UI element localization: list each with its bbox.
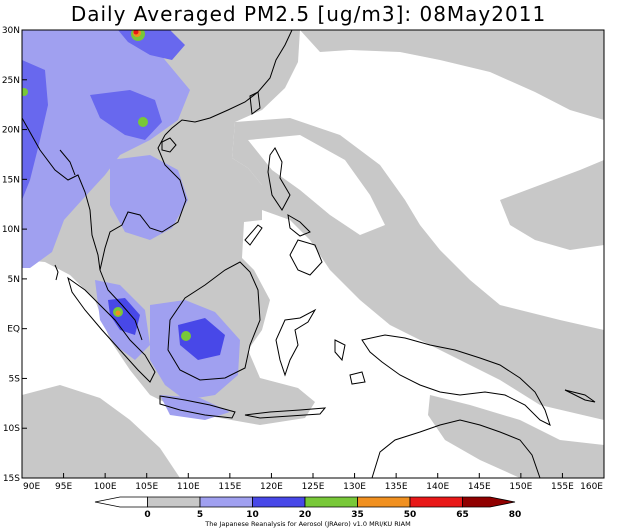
pm-hotspot-green-north [138,117,148,127]
pm-hotspot-orange-sumatra [115,310,121,316]
lat-tick-label: 30N [2,26,20,36]
lat-tick-label: 20N [2,126,20,136]
colorbar-label: 5 [197,510,203,520]
coastline-moluccas [334,339,366,385]
coastline-philippines-visayas [287,214,311,237]
coastline-philippines-mindanao [289,239,323,276]
coastline-sumatra [67,276,156,383]
lat-tick-label: 5S [9,374,21,384]
coastlines [22,30,596,478]
colorbar-segment [357,496,411,508]
lon-tick-label: 160E [580,482,603,492]
concentration-field [22,30,604,478]
pm-contour-20-35-northwest [22,60,48,200]
pm-contour-5-10-southwest [22,385,180,478]
pm-contour-20-35-sumatra [108,298,140,335]
coastline-bay [59,149,76,176]
coastline-taiwan [249,91,261,115]
colorbar: 0 5 10 20 35 50 65 80 [94,496,522,520]
lon-tick-label: 155E [551,482,574,492]
pm-contour-5-10-east [500,160,604,250]
coastline-solomons [564,389,596,403]
lon-tick-label: 90E [23,482,40,492]
lat-tick-label: EQ [7,325,20,335]
coastline-hainan [161,137,177,153]
lon-tick-label: 150E [509,482,532,492]
lon-tick-label: 140E [426,482,449,492]
colorbar-segment [199,496,253,508]
credit-text: The Japanese Reanalysis for Aerosol (JRA… [204,520,410,528]
coastline-sulawesi [275,308,317,377]
coastline-burma [22,117,101,271]
lon-tick-label: 135E [385,482,408,492]
lat-tick-label: 10N [2,225,20,235]
colorbar-segment [462,496,516,508]
colorbar-segment [94,496,148,508]
pm-hotspot-green-borneo [181,331,191,341]
pm-hotspot-green-west [22,88,28,96]
coastline-lesser-sunda [244,407,327,419]
pm-contour-20-35-north [90,90,162,140]
pm-contour-10-20-west [22,30,190,268]
colorbar-label: 0 [144,510,150,520]
lon-tick-label: 125E [302,482,325,492]
colorbar-label: 35 [351,510,364,520]
lat-tick-label: 15N [2,175,20,185]
coastline-australia [371,419,541,478]
coastline-java [159,395,236,419]
coastline-palawan [244,224,263,246]
coastline-new-guinea [361,334,551,426]
coastline-indochina [99,134,187,341]
lat-tick-label: 15S [3,474,20,484]
colorbar-segment [147,496,201,508]
colorbar-label: 80 [509,510,522,520]
lon-tick-label: 115E [218,482,241,492]
lon-tick-label: 95E [55,482,72,492]
pm-contour-10-20-java [160,395,230,420]
lon-tick-label: 105E [135,482,158,492]
pm-hotspot-red-top [133,30,139,35]
lat-tick-label: 5N [8,275,20,285]
lon-tick-label: 145E [468,482,491,492]
colorbar-label: 10 [246,510,259,520]
lat-tick-label: 25N [2,76,20,86]
pm-contour-0-5-hole [248,135,385,235]
colorbar-label: 50 [404,510,417,520]
lon-tick-label: 120E [260,482,283,492]
lon-tick-label: 100E [94,482,117,492]
coastline-borneo [167,261,261,381]
coastline-philippines-luzon [267,147,291,211]
latitude-axis: 15S 10S 5S EQ 5N 10N 15N 20N 25N 30N [2,26,27,484]
lon-tick-label: 130E [343,482,366,492]
longitude-axis: 90E 95E 100E 105E 110E 115E 120E 125E 130E 135E 14… [21,473,605,492]
coastline-andaman [54,264,59,281]
pm-contour-5-10-northeast [300,30,604,120]
colorbar-segment [409,496,463,508]
colorbar-segment [252,496,306,508]
lon-tick-label: 110E [177,482,200,492]
pm-contour-20-35-borneo [178,318,225,360]
pm-contour-5-10-south [428,395,604,478]
map-title: Daily Averaged PM2.5 [ug/m3]: 08May2011 [70,2,547,26]
lat-tick-label: 10S [3,424,20,434]
colorbar-label: 65 [456,510,469,520]
coastline-china [164,30,293,136]
colorbar-segment [304,496,358,508]
colorbar-label: 20 [299,510,312,520]
pm-contour-10-20-indochina [110,155,188,240]
